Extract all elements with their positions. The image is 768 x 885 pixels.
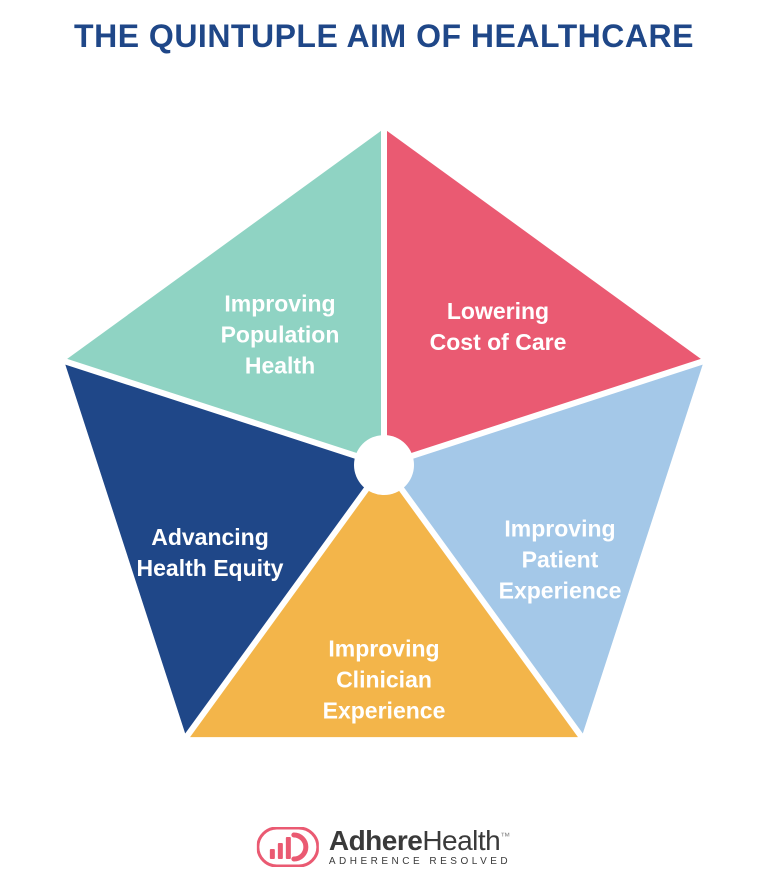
segment-label-population-health: ImprovingPopulationHealth <box>170 288 390 381</box>
logo-mark-icon <box>257 827 319 867</box>
logo-wordmark: AdhereHealth™ <box>329 827 511 855</box>
segment-label-cost-of-care: LoweringCost of Care <box>388 296 608 358</box>
pentagon-diagram: ImprovingPopulationHealthLoweringCost of… <box>0 55 768 775</box>
brand-logo: AdhereHealth™ ADHERENCE RESOLVED <box>257 827 511 867</box>
logo-brand-bold: Adhere <box>329 825 422 856</box>
segment-label-health-equity: AdvancingHealth Equity <box>100 522 320 584</box>
segment-label-patient-experience: ImprovingPatientExperience <box>450 513 670 606</box>
logo-tagline: ADHERENCE RESOLVED <box>329 857 511 867</box>
segment-label-clinician-experience: ImprovingClinicianExperience <box>274 633 494 726</box>
logo-text: AdhereHealth™ ADHERENCE RESOLVED <box>329 827 511 867</box>
page-title: THE QUINTUPLE AIM OF HEALTHCARE <box>0 0 768 55</box>
logo-brand-light: Health <box>422 825 500 856</box>
logo-trademark: ™ <box>500 832 510 843</box>
